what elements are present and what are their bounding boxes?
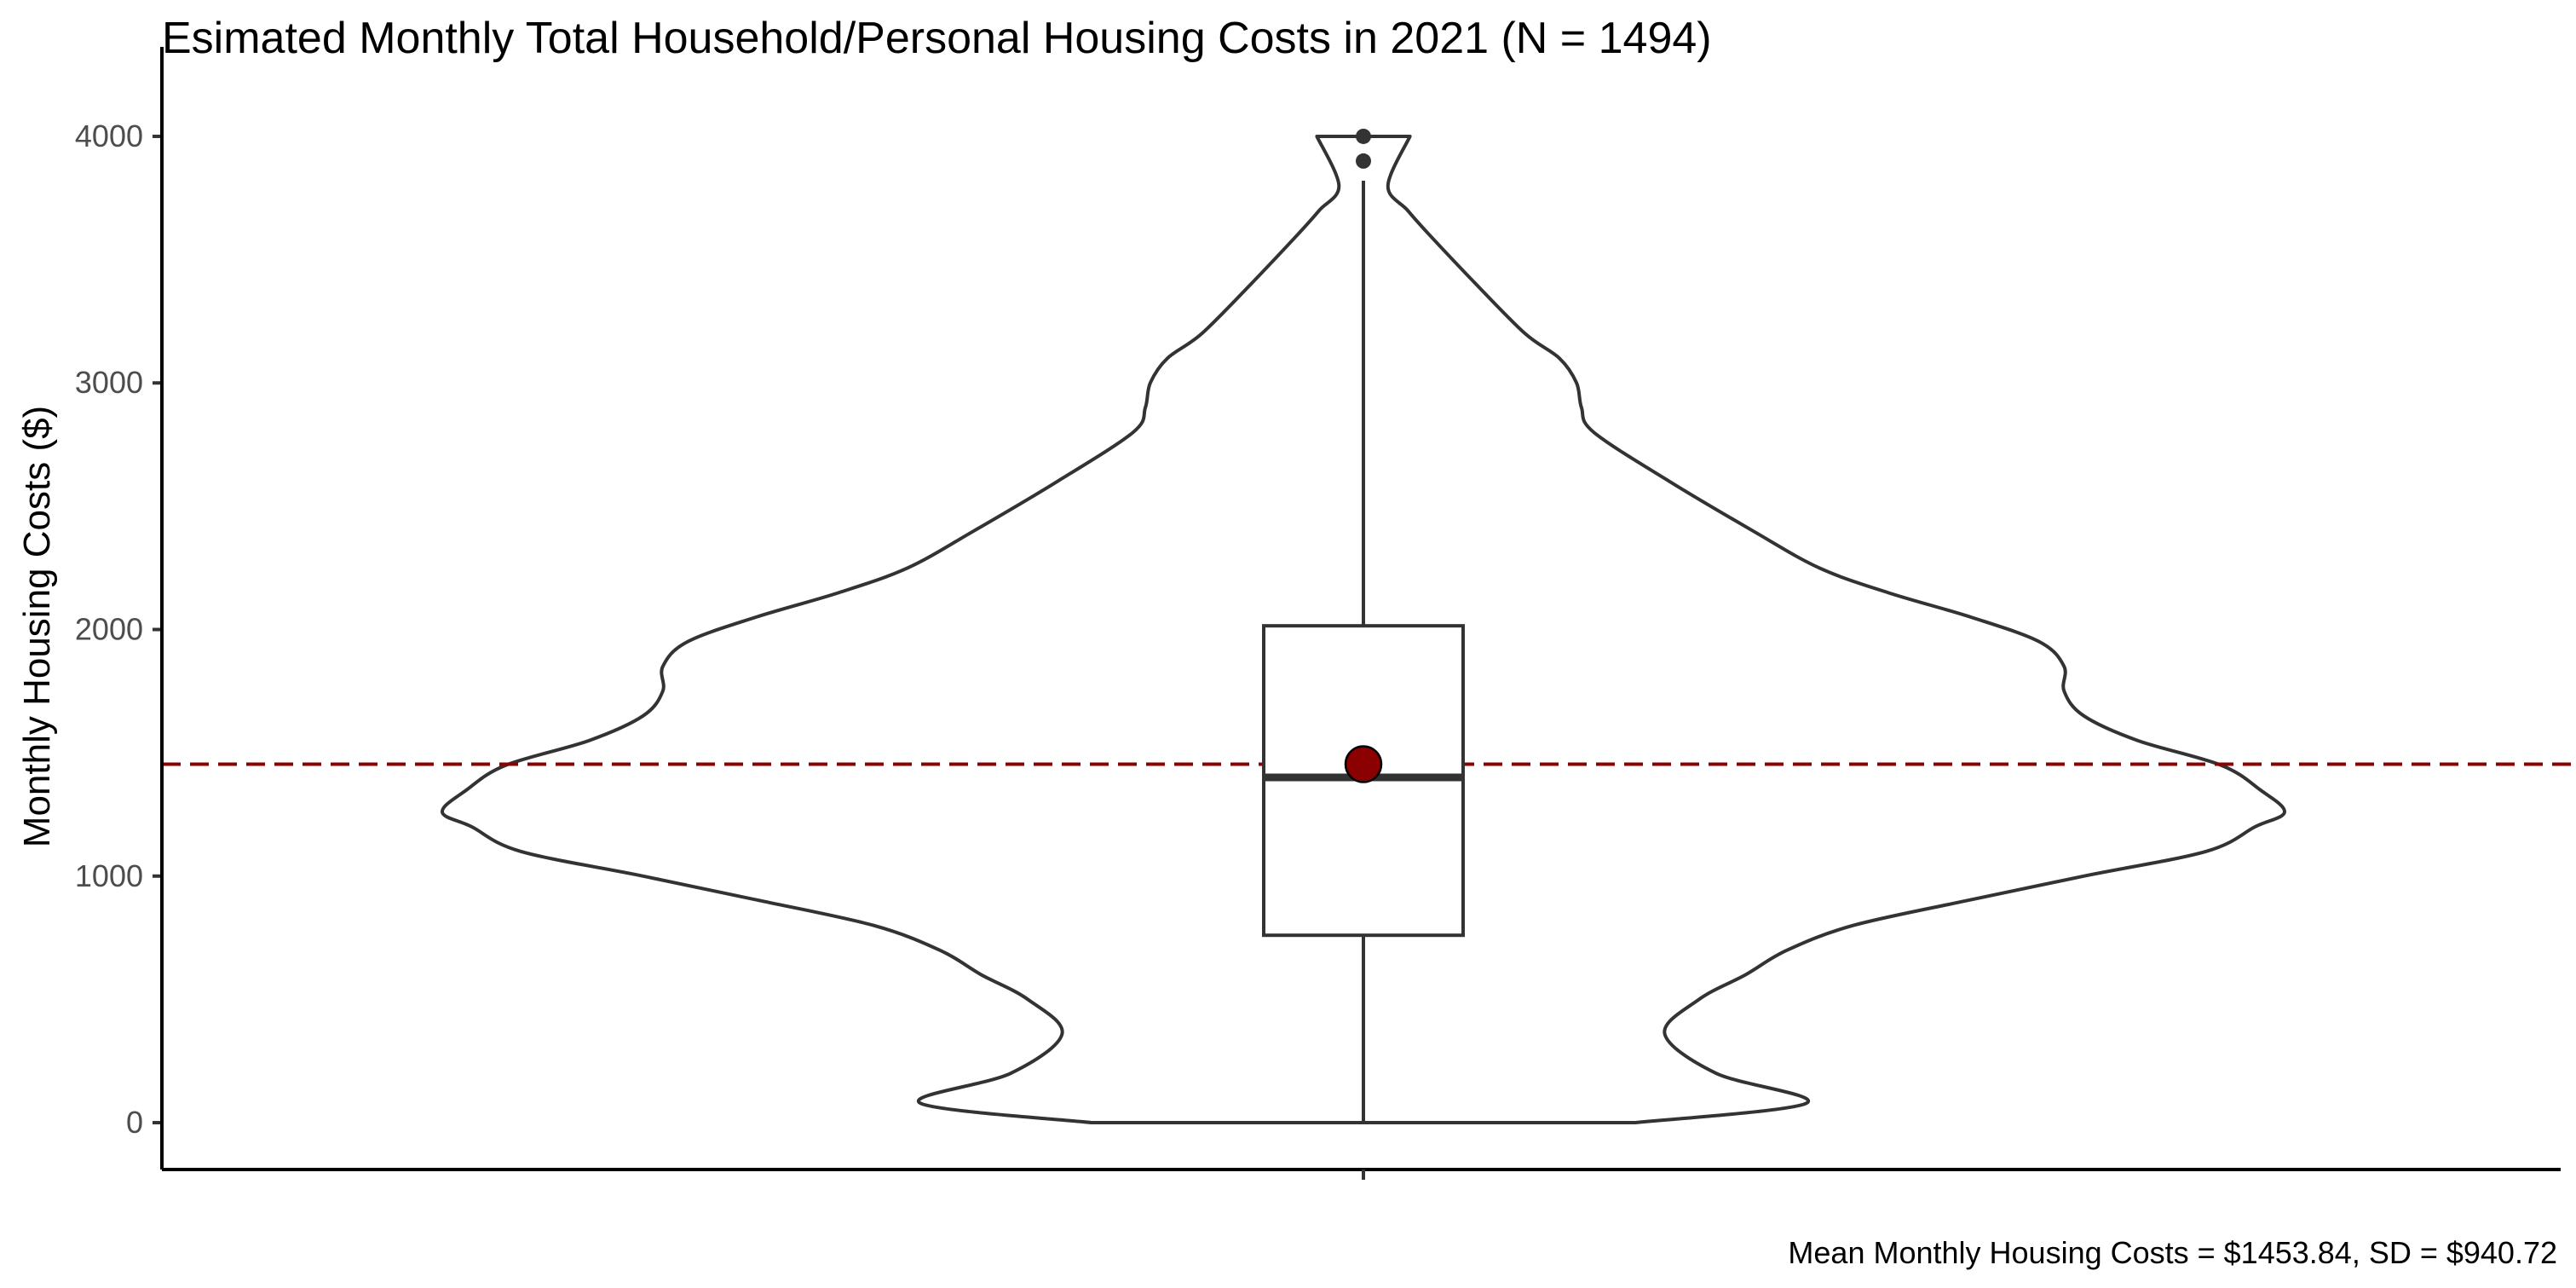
y-axis-ticks: 0 1000 2000 3000 4000 <box>75 118 162 1140</box>
y-axis-label: Monthly Housing Costs ($) <box>16 406 58 847</box>
y-tick-label: 1000 <box>75 858 143 893</box>
mean-point <box>1344 745 1383 783</box>
boxplot <box>1262 128 1465 1123</box>
chart-caption: Mean Monthly Housing Costs = $1453.84, S… <box>1788 1235 2557 1270</box>
outlier-point <box>1356 153 1371 169</box>
y-tick-label: 2000 <box>75 612 143 647</box>
y-tick-label: 3000 <box>75 365 143 400</box>
chart-title: Esimated Monthly Total Household/Persona… <box>162 14 1712 63</box>
y-tick-label: 4000 <box>75 118 143 153</box>
violin-shape <box>441 135 2286 1124</box>
outlier-point <box>1356 128 1371 144</box>
y-tick-label: 0 <box>126 1105 143 1140</box>
